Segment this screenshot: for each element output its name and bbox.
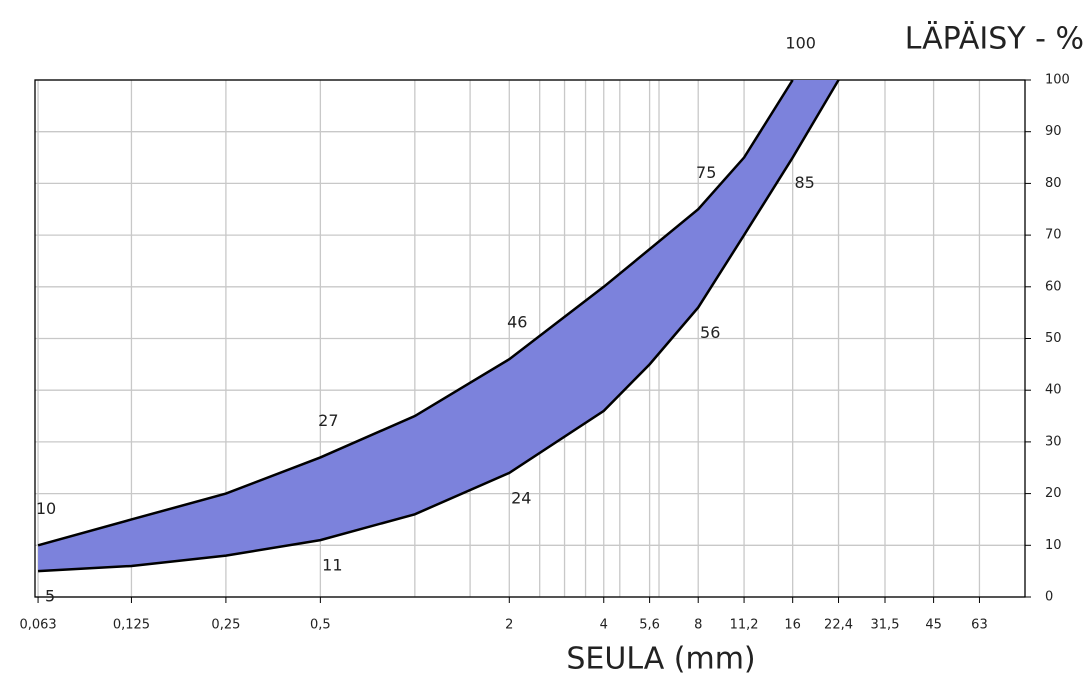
y-axis-title: LÄPÄISY - % — [905, 21, 1084, 57]
band-edge — [37, 79, 840, 573]
x-tick-label: 5,6 — [639, 618, 660, 633]
x-tick-label: 22,4 — [824, 618, 853, 633]
data-label: 46 — [507, 313, 527, 332]
x-tick-label: 31,5 — [871, 618, 900, 633]
x-tick-label: 0,25 — [211, 618, 240, 633]
x-tick-label: 8 — [694, 618, 702, 633]
y-tick-label: 90 — [1045, 124, 1062, 139]
x-tick-label: 63 — [971, 618, 988, 633]
data-label: 27 — [318, 411, 338, 430]
y-tick-label: 40 — [1045, 383, 1062, 398]
x-tick-label: 0,063 — [19, 618, 56, 633]
band-edge — [37, 79, 794, 547]
y-tick-label: 80 — [1045, 176, 1062, 191]
y-tick-label: 100 — [1045, 73, 1070, 88]
y-tick-label: 70 — [1045, 228, 1062, 243]
y-tick-label: 60 — [1045, 279, 1062, 294]
data-label: 56 — [700, 323, 720, 342]
x-tick-label: 45 — [925, 618, 942, 633]
data-label: 75 — [696, 163, 716, 182]
plot-frame — [34, 79, 1026, 598]
x-tick-label: 4 — [600, 618, 608, 633]
data-label: 5 — [45, 587, 55, 606]
x-tick-label: 0,5 — [310, 618, 331, 633]
x-tick-label: 0,125 — [113, 618, 150, 633]
y-tick-label: 30 — [1045, 434, 1062, 449]
data-label: 100 — [785, 34, 816, 53]
x-tick-label: 2 — [505, 618, 513, 633]
y-tick-label: 0 — [1045, 590, 1053, 605]
y-tick-label: 20 — [1045, 486, 1062, 501]
x-axis-title: SEULA (mm) — [566, 642, 755, 677]
band-fill — [38, 80, 839, 572]
x-tick-label: 11,2 — [730, 618, 759, 633]
data-label: 85 — [794, 173, 814, 192]
data-label: 10 — [36, 499, 56, 518]
y-tick-label: 10 — [1045, 538, 1062, 553]
y-tick-label: 50 — [1045, 331, 1062, 346]
data-label: 24 — [511, 488, 531, 507]
x-tick-label: 16 — [784, 618, 801, 633]
data-label: 11 — [322, 556, 342, 575]
